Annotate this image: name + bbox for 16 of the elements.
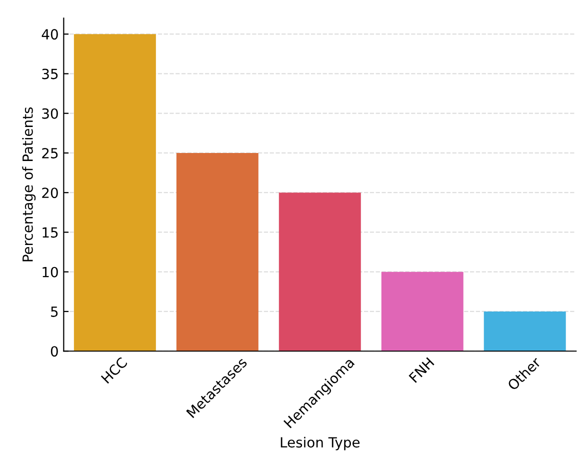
y-tick-label: 35 (42, 68, 58, 80)
bar (176, 152, 258, 352)
y-tick-label: 5 (51, 306, 58, 317)
y-tick-label: 40 (42, 29, 58, 40)
y-tick-label: 20 (42, 188, 58, 198)
bar (484, 311, 566, 352)
bar (381, 272, 464, 352)
y-tick-label: 30 (42, 108, 58, 119)
y-tick-label: 25 (42, 148, 58, 158)
bar (278, 192, 361, 352)
y-tick-label: 0 (50, 346, 58, 357)
y-axis-title: Percentage of Patients (22, 107, 36, 262)
y-tick-label: 15 (42, 227, 58, 238)
x-axis-title: Lesion Type (280, 436, 360, 450)
bar (74, 34, 156, 352)
y-tick-label: 10 (42, 266, 58, 278)
